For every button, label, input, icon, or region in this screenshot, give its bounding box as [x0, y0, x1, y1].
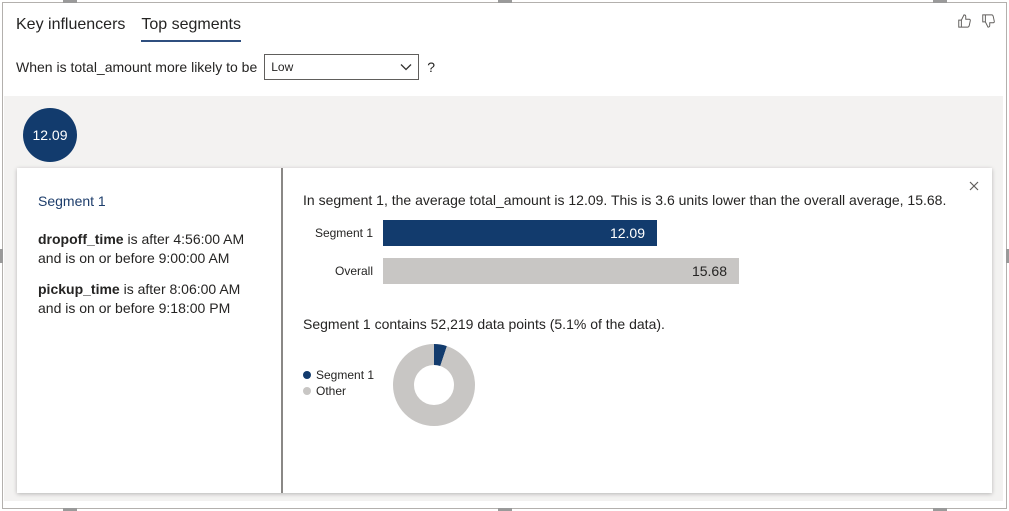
thumbs-up-icon[interactable] [957, 14, 971, 28]
question-mark: ? [427, 59, 436, 75]
segment-share-donut [393, 344, 475, 426]
segment-title: Segment 1 [38, 193, 106, 209]
chevron-down-icon [400, 64, 412, 71]
condition-text: is after 8:06:00 AM [119, 281, 241, 297]
condition-field: dropoff_time [38, 231, 124, 247]
question-row: When is total_amount more likely to be L… [16, 54, 435, 80]
dropdown-value: Low [271, 60, 294, 74]
thumbs-down-icon[interactable] [981, 14, 995, 28]
legend-item: Segment 1 [303, 367, 374, 383]
segment-detail-card: Segment 1 dropoff_time is after 4:56:00 … [17, 168, 992, 493]
donut-legend: Segment 1 Other [303, 367, 374, 399]
condition-field: pickup_time [38, 281, 120, 297]
legend-label: Segment 1 [316, 368, 375, 382]
condition-text: is after 4:56:00 AM [123, 231, 245, 247]
segment-summary: In segment 1, the average total_amount i… [303, 192, 947, 208]
bar-row-segment: Segment 1 12.09 [303, 220, 657, 246]
legend-item: Other [303, 383, 374, 399]
tab-key-influencers[interactable]: Key influencers [16, 16, 126, 33]
legend-dot [303, 371, 311, 379]
resize-handle[interactable] [0, 249, 3, 263]
question-label: When is total_amount more likely to be [16, 59, 258, 75]
segment-condition: pickup_time is after 8:06:00 AM and is o… [38, 280, 278, 318]
tab-bar: Key influencers Top segments [16, 16, 241, 42]
resize-handle[interactable] [933, 0, 947, 3]
bar-segment-1: 12.09 [383, 220, 657, 246]
resize-handle[interactable] [63, 508, 77, 511]
segment-condition: dropoff_time is after 4:56:00 AM and is … [38, 230, 278, 268]
bar-label: Overall [334, 264, 373, 278]
resize-handle[interactable] [498, 508, 512, 511]
legend-label: Other [316, 384, 347, 398]
resize-handle[interactable] [933, 508, 947, 511]
condition-text: and is on or before 9:18:00 PM [38, 300, 231, 316]
bar-value-label: 15.68 [691, 263, 727, 279]
condition-text: and is on or before 9:00:00 AM [38, 250, 230, 266]
outcome-dropdown[interactable]: Low [264, 54, 420, 80]
segment-size-text: Segment 1 contains 52,219 data points (5… [303, 316, 665, 332]
tab-top-segments[interactable]: Top segments [141, 16, 241, 42]
close-icon[interactable] [968, 180, 980, 192]
resize-handle[interactable] [63, 0, 77, 3]
bar-overall: 15.68 [383, 258, 739, 284]
segments-canvas: 12.09 Segment 1 dropoff_time is after 4:… [4, 96, 1003, 501]
segment-bubble[interactable]: 12.09 [23, 108, 77, 162]
resize-handle[interactable] [498, 0, 512, 3]
segment-definition-pane: Segment 1 dropoff_time is after 4:56:00 … [17, 168, 283, 493]
legend-dot [303, 387, 311, 395]
feedback-buttons [957, 14, 995, 28]
bar-label: Segment 1 [314, 226, 373, 240]
resize-handle[interactable] [1006, 249, 1009, 263]
bar-value-label: 12.09 [609, 225, 645, 241]
bar-row-overall: Overall 15.68 [303, 258, 739, 284]
donut-slice-other [393, 344, 475, 426]
